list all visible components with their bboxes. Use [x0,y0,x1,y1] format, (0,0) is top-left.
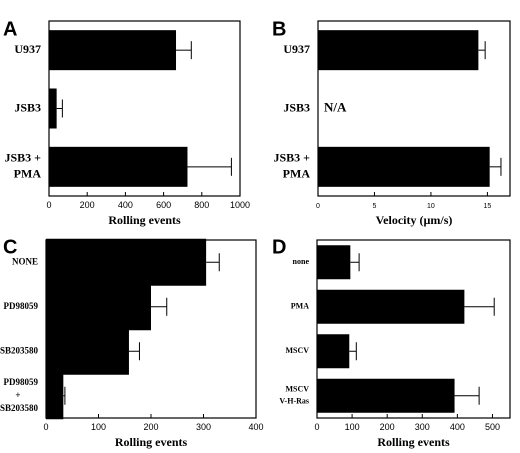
x-tick-label: 600 [156,200,171,210]
category-label: SB203580 [0,345,38,355]
panel-a: A 0 200 400 600 800 1000 Rolling events U937 JSB3… [3,19,250,227]
category-label: JSB3 [14,100,41,114]
category-label: U937 [14,42,41,56]
x-tick-label: 300 [415,422,430,432]
x-tick-label: 200 [380,422,395,432]
x-tick-label: 0 [316,203,320,210]
category-label: JSB3 + [4,151,41,165]
category-label: JSB3 [283,100,310,114]
x-axis-label: Velocity (µm/s) [376,213,453,227]
x-axis-label: Rolling events [108,213,181,227]
x-tick-label: 0 [46,200,51,210]
bar [46,372,64,420]
x-axis-label: Rolling events [115,435,188,449]
x-tick-label: 5 [373,203,377,210]
bar [318,30,479,71]
x-tick-label: 400 [248,422,263,432]
category-label: PD98059 [4,301,39,311]
bar [49,88,57,129]
panel-c: C 0 100 200 300 400 Rolling events NONE PD98059 S… [0,237,264,449]
category-label: MSCV [285,346,309,355]
x-tick-label: 200 [143,422,158,432]
x-tick-label: 0 [43,422,48,432]
bar [46,283,151,331]
bar [317,245,351,280]
x-tick-label: 100 [345,422,360,432]
x-tick-label: 1000 [230,200,250,210]
bar [46,327,129,375]
category-label: PD98059 [4,377,39,387]
panel-letter: B [272,19,286,41]
bar [49,30,177,71]
category-label: PMA [14,167,42,181]
bar [317,378,455,413]
panel-letter: C [3,237,17,259]
bar [318,146,490,187]
plot-frame [316,239,511,419]
category-label: none [293,257,310,266]
panel-letter: A [3,19,17,41]
category-label: NONE [12,256,38,266]
panel-b: B 0 5 10 15 Velocity (µm/s) U937 JSB3 JSB3 + PMA N… [272,19,511,227]
bar [49,146,188,187]
x-tick-label: 200 [80,200,95,210]
plot-frame [317,20,511,197]
x-tick-label: 15 [484,203,492,210]
category-label: U937 [283,42,310,56]
category-label: JSB3 + [273,151,310,165]
category-label: PMA [283,167,311,181]
annotation-label: N/A [324,99,347,114]
x-tick-label: 10 [427,203,435,210]
category-label: MSCV [285,385,309,394]
category-label: V-H-Ras [279,397,309,406]
x-tick-label: 100 [91,422,106,432]
bar [317,334,350,369]
x-tick-label: 0 [314,422,319,432]
category-label: SB203580 [0,403,38,413]
category-label: PMA [291,302,309,311]
category-label: + [15,390,20,400]
x-tick-label: 400 [450,422,465,432]
x-tick-label: 400 [118,200,133,210]
panel-d: D 0 100 200 300 400 500 Rolling events none PMA MS… [272,237,511,449]
x-tick-label: 800 [194,200,209,210]
bar [317,289,465,324]
x-tick-label: 300 [196,422,211,432]
x-tick-label: 500 [485,422,500,432]
bar [46,238,207,286]
panel-letter: D [272,237,286,259]
x-axis-label: Rolling events [377,435,450,449]
